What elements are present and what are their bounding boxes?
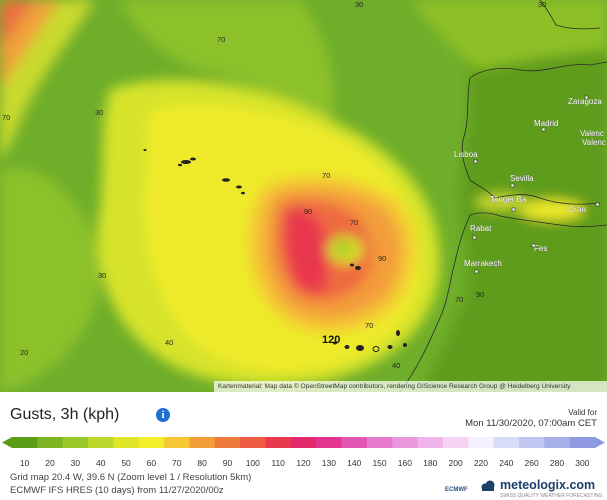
scale-tick-label: 100 — [246, 458, 260, 468]
map-value-label: 40 — [165, 338, 173, 347]
scale-swatch — [164, 437, 190, 448]
scale-swatch — [62, 437, 89, 448]
map-value-label: 30 — [538, 0, 546, 9]
scale-swatch — [392, 437, 419, 448]
city-label: Marrakech — [464, 259, 502, 268]
map-value-label: 70 — [322, 171, 330, 180]
scale-tick-label: 200 — [448, 458, 462, 468]
scale-swatch — [37, 437, 64, 448]
scale-swatch — [290, 437, 317, 448]
scale-tick-label: 220 — [474, 458, 488, 468]
scale-swatch — [12, 437, 38, 448]
scale-tick-label: 70 — [172, 458, 182, 468]
scale-swatch — [544, 437, 571, 448]
scale-tick-label: 260 — [525, 458, 539, 468]
map-value-label: 70 — [455, 295, 463, 304]
scale-tick-label: 240 — [499, 458, 513, 468]
scale-arrow-left — [2, 437, 12, 448]
scale-tick-label: 130 — [322, 458, 336, 468]
scale-swatch — [341, 437, 368, 448]
scale-swatch — [417, 437, 444, 448]
city-label: Oran — [568, 205, 586, 214]
city-label: Sevilla — [510, 174, 534, 183]
map-attribution: Kartenmaterial: Map data © OpenStreetMap… — [214, 381, 607, 392]
scale-tick-label: 20 — [45, 458, 55, 468]
scale-tick-label: 300 — [575, 458, 589, 468]
scale-tick-label: 60 — [147, 458, 157, 468]
scale-tick-label: 120 — [296, 458, 310, 468]
scale-tick-label: 80 — [197, 458, 207, 468]
meteologix-logo[interactable]: meteologix.com SWISS QUALITY WEATHER FOR… — [478, 478, 603, 500]
scale-swatch — [442, 437, 469, 448]
scale-swatch — [138, 437, 165, 448]
city-label: Zaragoza — [568, 97, 602, 106]
map-value-label: 70 — [365, 321, 373, 330]
info-icon[interactable]: i — [156, 408, 170, 422]
scale-swatch — [569, 437, 596, 448]
scale-swatch — [468, 437, 495, 448]
scale-swatch — [366, 437, 393, 448]
map-value-label: 120 — [322, 334, 340, 346]
grid-info: Grid map 20.4 W, 39.6 N (Zoom level 1 / … — [10, 472, 252, 483]
city-label: Lisboa — [454, 150, 478, 159]
scale-tick-label: 140 — [347, 458, 361, 468]
map-value-label: 20 — [20, 348, 28, 357]
map-value-label: 70 — [217, 35, 225, 44]
city-label: Valenc — [582, 138, 606, 147]
map-value-label: 40 — [392, 361, 400, 370]
city-label: Tanger Ba — [490, 195, 527, 204]
map-value-label: 90 — [476, 290, 484, 299]
scale-swatch — [518, 437, 545, 448]
valid-date: Mon 11/30/2020, 07:00am CET — [465, 418, 597, 429]
city-label: Rabat — [470, 224, 492, 233]
map-value-label: 90 — [378, 254, 386, 263]
cloud-logo-icon — [481, 480, 495, 491]
scale-tick-label: 90 — [223, 458, 233, 468]
wind-gust-map[interactable]: 10 20 30 30 30 30 40 40 70 70 70 70 70 9… — [0, 0, 607, 392]
city-label: Fes — [534, 244, 547, 253]
logo-text: meteologix.com — [500, 478, 596, 492]
scale-swatch — [493, 437, 520, 448]
map-value-label: 30 — [95, 108, 103, 117]
scale-tick-label: 30 — [71, 458, 81, 468]
scale-swatch — [240, 437, 266, 448]
scale-tick-label: 180 — [423, 458, 437, 468]
scale-swatch — [113, 437, 140, 448]
city-label: Valenc — [580, 129, 604, 138]
map-value-label: 30 — [355, 0, 363, 9]
scale-swatch — [214, 437, 241, 448]
city-label: Madrid — [534, 119, 558, 128]
scale-arrow-right — [595, 437, 605, 448]
map-value-label: 70 — [350, 218, 358, 227]
scale-tick-label: 50 — [121, 458, 131, 468]
model-info: ECMWF IFS HRES (10 days) from 11/27/2020… — [10, 485, 224, 496]
color-scale: 10 20 30 40 50 60 70 80 90 100 110 120 130 140 150 160 1… — [2, 437, 605, 468]
scale-tick-label: 150 — [372, 458, 386, 468]
map-value-label: 70 — [2, 113, 10, 122]
scale-tick-label: 110 — [271, 458, 285, 468]
scale-swatch — [265, 437, 292, 448]
logo-subtitle: SWISS QUALITY WEATHER FORECASTING — [500, 493, 603, 499]
valid-for-label: Valid for — [568, 408, 597, 417]
scale-tick-label: 160 — [398, 458, 412, 468]
ecmwf-logo: ECMWF — [445, 487, 468, 493]
map-value-label: 90 — [304, 207, 312, 216]
scale-swatch — [316, 437, 343, 448]
scale-swatch — [189, 437, 216, 448]
scale-swatch — [88, 437, 114, 448]
scale-tick-label: 40 — [96, 458, 106, 468]
map-title: Gusts, 3h (kph) — [10, 406, 120, 423]
map-value-label: 30 — [98, 271, 106, 280]
scale-tick-label: 10 — [20, 458, 30, 468]
scale-tick-label: 280 — [550, 458, 564, 468]
